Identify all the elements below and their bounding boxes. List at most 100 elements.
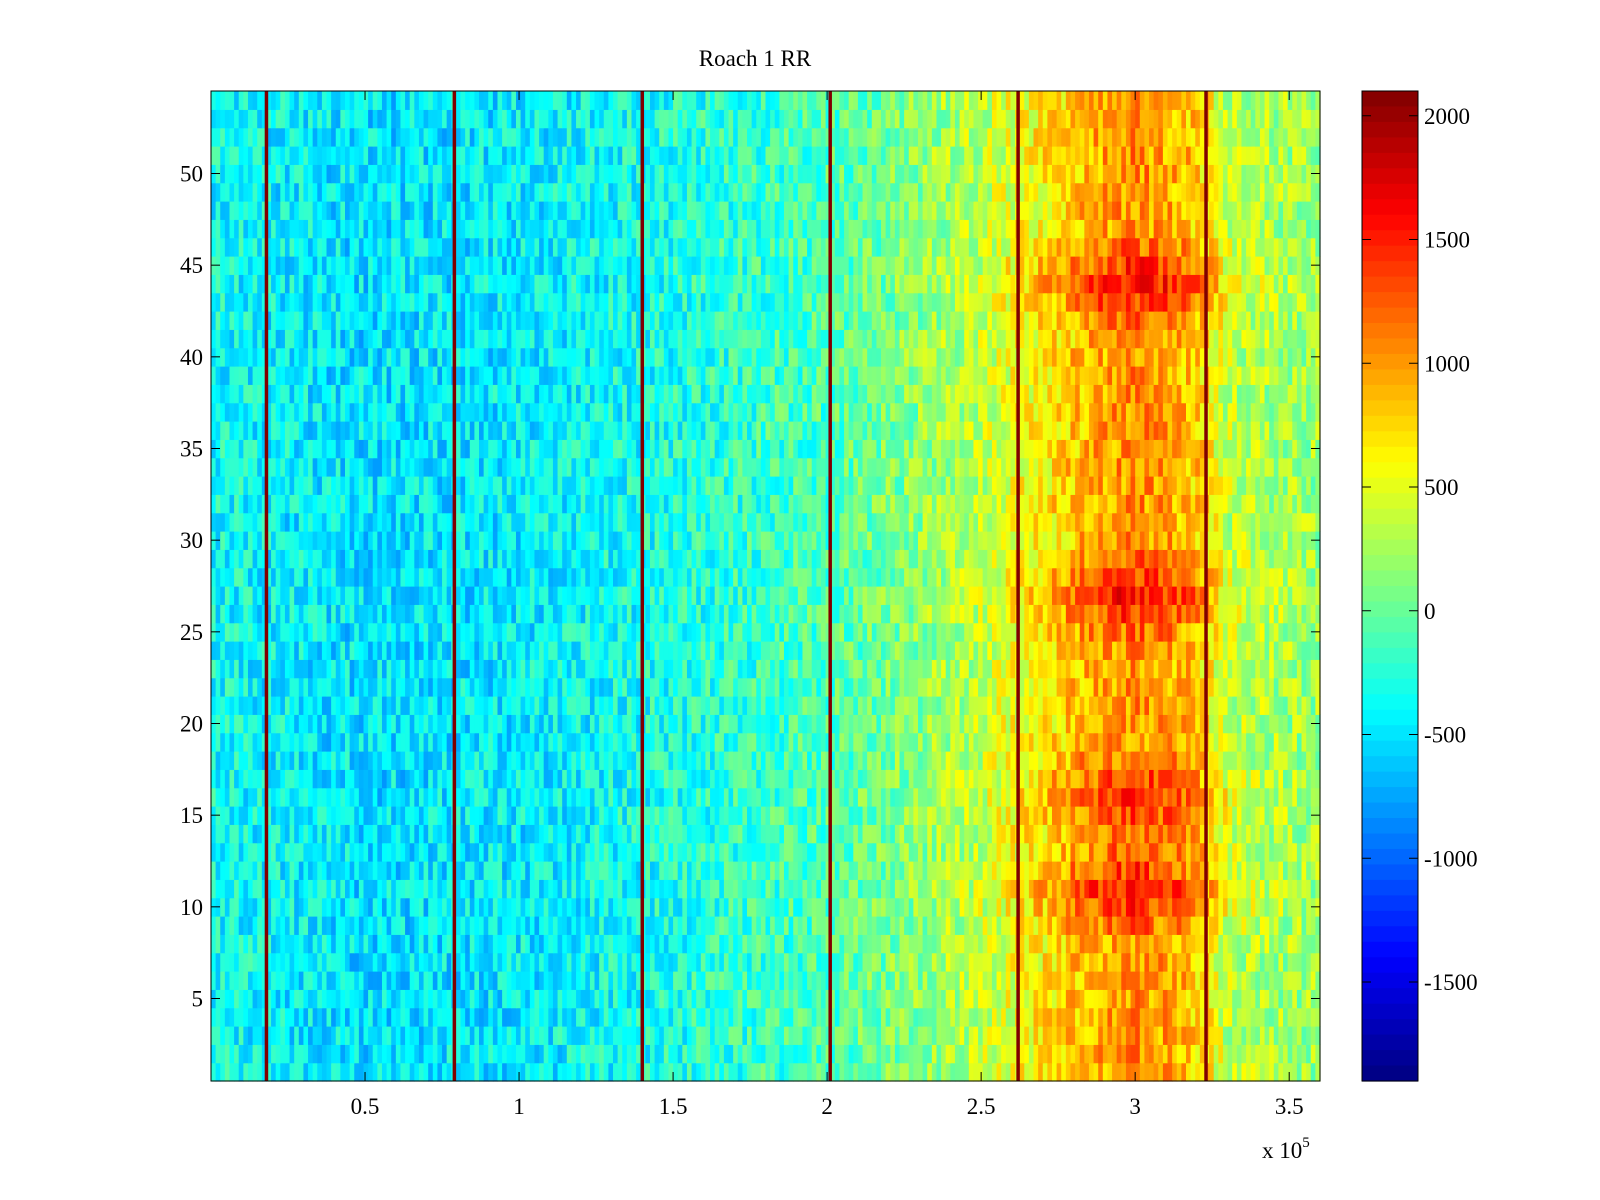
heatmap-cell — [340, 1044, 346, 1064]
heatmap-cell — [954, 971, 961, 990]
heatmap-cell — [428, 861, 434, 880]
heatmap-cell — [474, 842, 480, 862]
heatmap-cell — [599, 787, 605, 807]
heatmap-cell — [733, 842, 739, 862]
heatmap-cell — [354, 714, 360, 734]
heatmap-cell — [1162, 861, 1169, 880]
heatmap-cell — [677, 861, 683, 880]
heatmap-cell — [479, 732, 485, 752]
heatmap-cell — [1061, 842, 1067, 862]
heatmap-cell — [548, 897, 554, 917]
heatmap-cell — [1292, 879, 1298, 899]
heatmap-cell — [710, 989, 716, 1009]
heatmap-cell — [1042, 787, 1048, 807]
heatmap-cell — [303, 806, 309, 825]
heatmap-cell — [1190, 861, 1196, 880]
heatmap-cell — [1162, 952, 1169, 972]
heatmap-cell — [908, 769, 914, 789]
heatmap-cell — [1199, 824, 1206, 844]
heatmap-cell — [289, 916, 295, 935]
heatmap-cell — [497, 751, 503, 770]
heatmap-cell — [954, 934, 961, 954]
heatmap-cell — [862, 714, 868, 734]
heatmap-cell — [502, 787, 508, 807]
heatmap-cell — [483, 1026, 489, 1045]
heatmap-cell — [788, 1044, 794, 1064]
heatmap-cell — [340, 824, 346, 844]
heatmap-cell — [395, 806, 402, 825]
heatmap-cell — [959, 989, 965, 1009]
heatmap-cell — [904, 861, 910, 880]
heatmap-cell — [358, 879, 365, 899]
heatmap-cell — [368, 769, 374, 789]
heatmap-cell — [1019, 696, 1025, 715]
heatmap-cell — [1093, 751, 1099, 770]
heatmap-cell — [238, 769, 244, 789]
heatmap-cell — [1070, 1044, 1076, 1064]
heatmap-cell — [1019, 842, 1025, 862]
heatmap-cell — [1292, 952, 1298, 972]
heatmap-cell — [363, 1026, 369, 1045]
heatmap-cell — [649, 1007, 656, 1027]
heatmap-cell — [243, 861, 249, 880]
heatmap-cell — [802, 1026, 808, 1045]
heatmap-cell — [936, 952, 942, 972]
heatmap-cell — [807, 971, 813, 990]
heatmap-cell — [696, 787, 702, 807]
heatmap-cell — [941, 824, 947, 844]
heatmap-cell — [733, 714, 739, 734]
heatmap-cell — [1246, 952, 1252, 972]
heatmap-cell — [492, 806, 499, 825]
heatmap-cell — [917, 897, 924, 917]
heatmap-cell — [469, 714, 475, 734]
heatmap-cell — [950, 732, 956, 752]
heatmap-cell — [405, 787, 411, 807]
heatmap-cell — [460, 916, 466, 935]
heatmap-cell — [1278, 806, 1284, 825]
heatmap-cell — [816, 769, 822, 789]
heatmap-cell — [1144, 861, 1150, 880]
heatmap-cell — [381, 1062, 388, 1082]
heatmap-cell — [964, 824, 970, 844]
heatmap-cell — [252, 842, 258, 862]
heatmap-cell — [876, 714, 882, 734]
heatmap-cell — [409, 824, 415, 844]
heatmap-cell — [636, 806, 642, 825]
heatmap-cell — [243, 1007, 249, 1027]
heatmap-cell — [1121, 732, 1127, 752]
heatmap-cell — [1033, 769, 1039, 789]
heatmap-cell — [395, 861, 402, 880]
heatmap-cell — [645, 934, 651, 954]
heatmap-cell — [1098, 934, 1104, 954]
heatmap-cell — [289, 714, 295, 734]
heatmap-cell — [405, 897, 411, 917]
heatmap-cell — [673, 1044, 679, 1064]
heatmap-cell — [696, 751, 702, 770]
heatmap-cell — [349, 769, 355, 789]
heatmap-cell — [876, 934, 882, 954]
heatmap-cell — [1227, 1007, 1233, 1027]
heatmap-cell — [1167, 714, 1173, 734]
heatmap-cell — [1125, 879, 1132, 899]
heatmap-cell — [954, 916, 961, 935]
heatmap-cell — [220, 824, 226, 844]
heatmap-cell — [996, 1007, 1002, 1027]
heatmap-cell — [917, 696, 924, 715]
heatmap-cell — [710, 714, 716, 734]
heatmap-cell — [261, 1026, 268, 1045]
heatmap-cell — [654, 787, 660, 807]
heatmap-cell — [1287, 806, 1293, 825]
heatmap-cell — [506, 971, 512, 990]
heatmap-cell — [534, 1007, 540, 1027]
heatmap-cell — [381, 696, 388, 715]
heatmap-cell — [1176, 1044, 1182, 1064]
heatmap-cell — [1001, 934, 1007, 954]
heatmap-cell — [515, 989, 522, 1009]
heatmap-cell — [765, 842, 771, 862]
heatmap-cell — [603, 842, 609, 862]
heatmap-cell — [1116, 1007, 1122, 1027]
heatmap-cell — [613, 916, 619, 935]
heatmap-cell — [788, 842, 794, 862]
heatmap-cell — [317, 787, 323, 807]
heatmap-cell — [1075, 787, 1081, 807]
